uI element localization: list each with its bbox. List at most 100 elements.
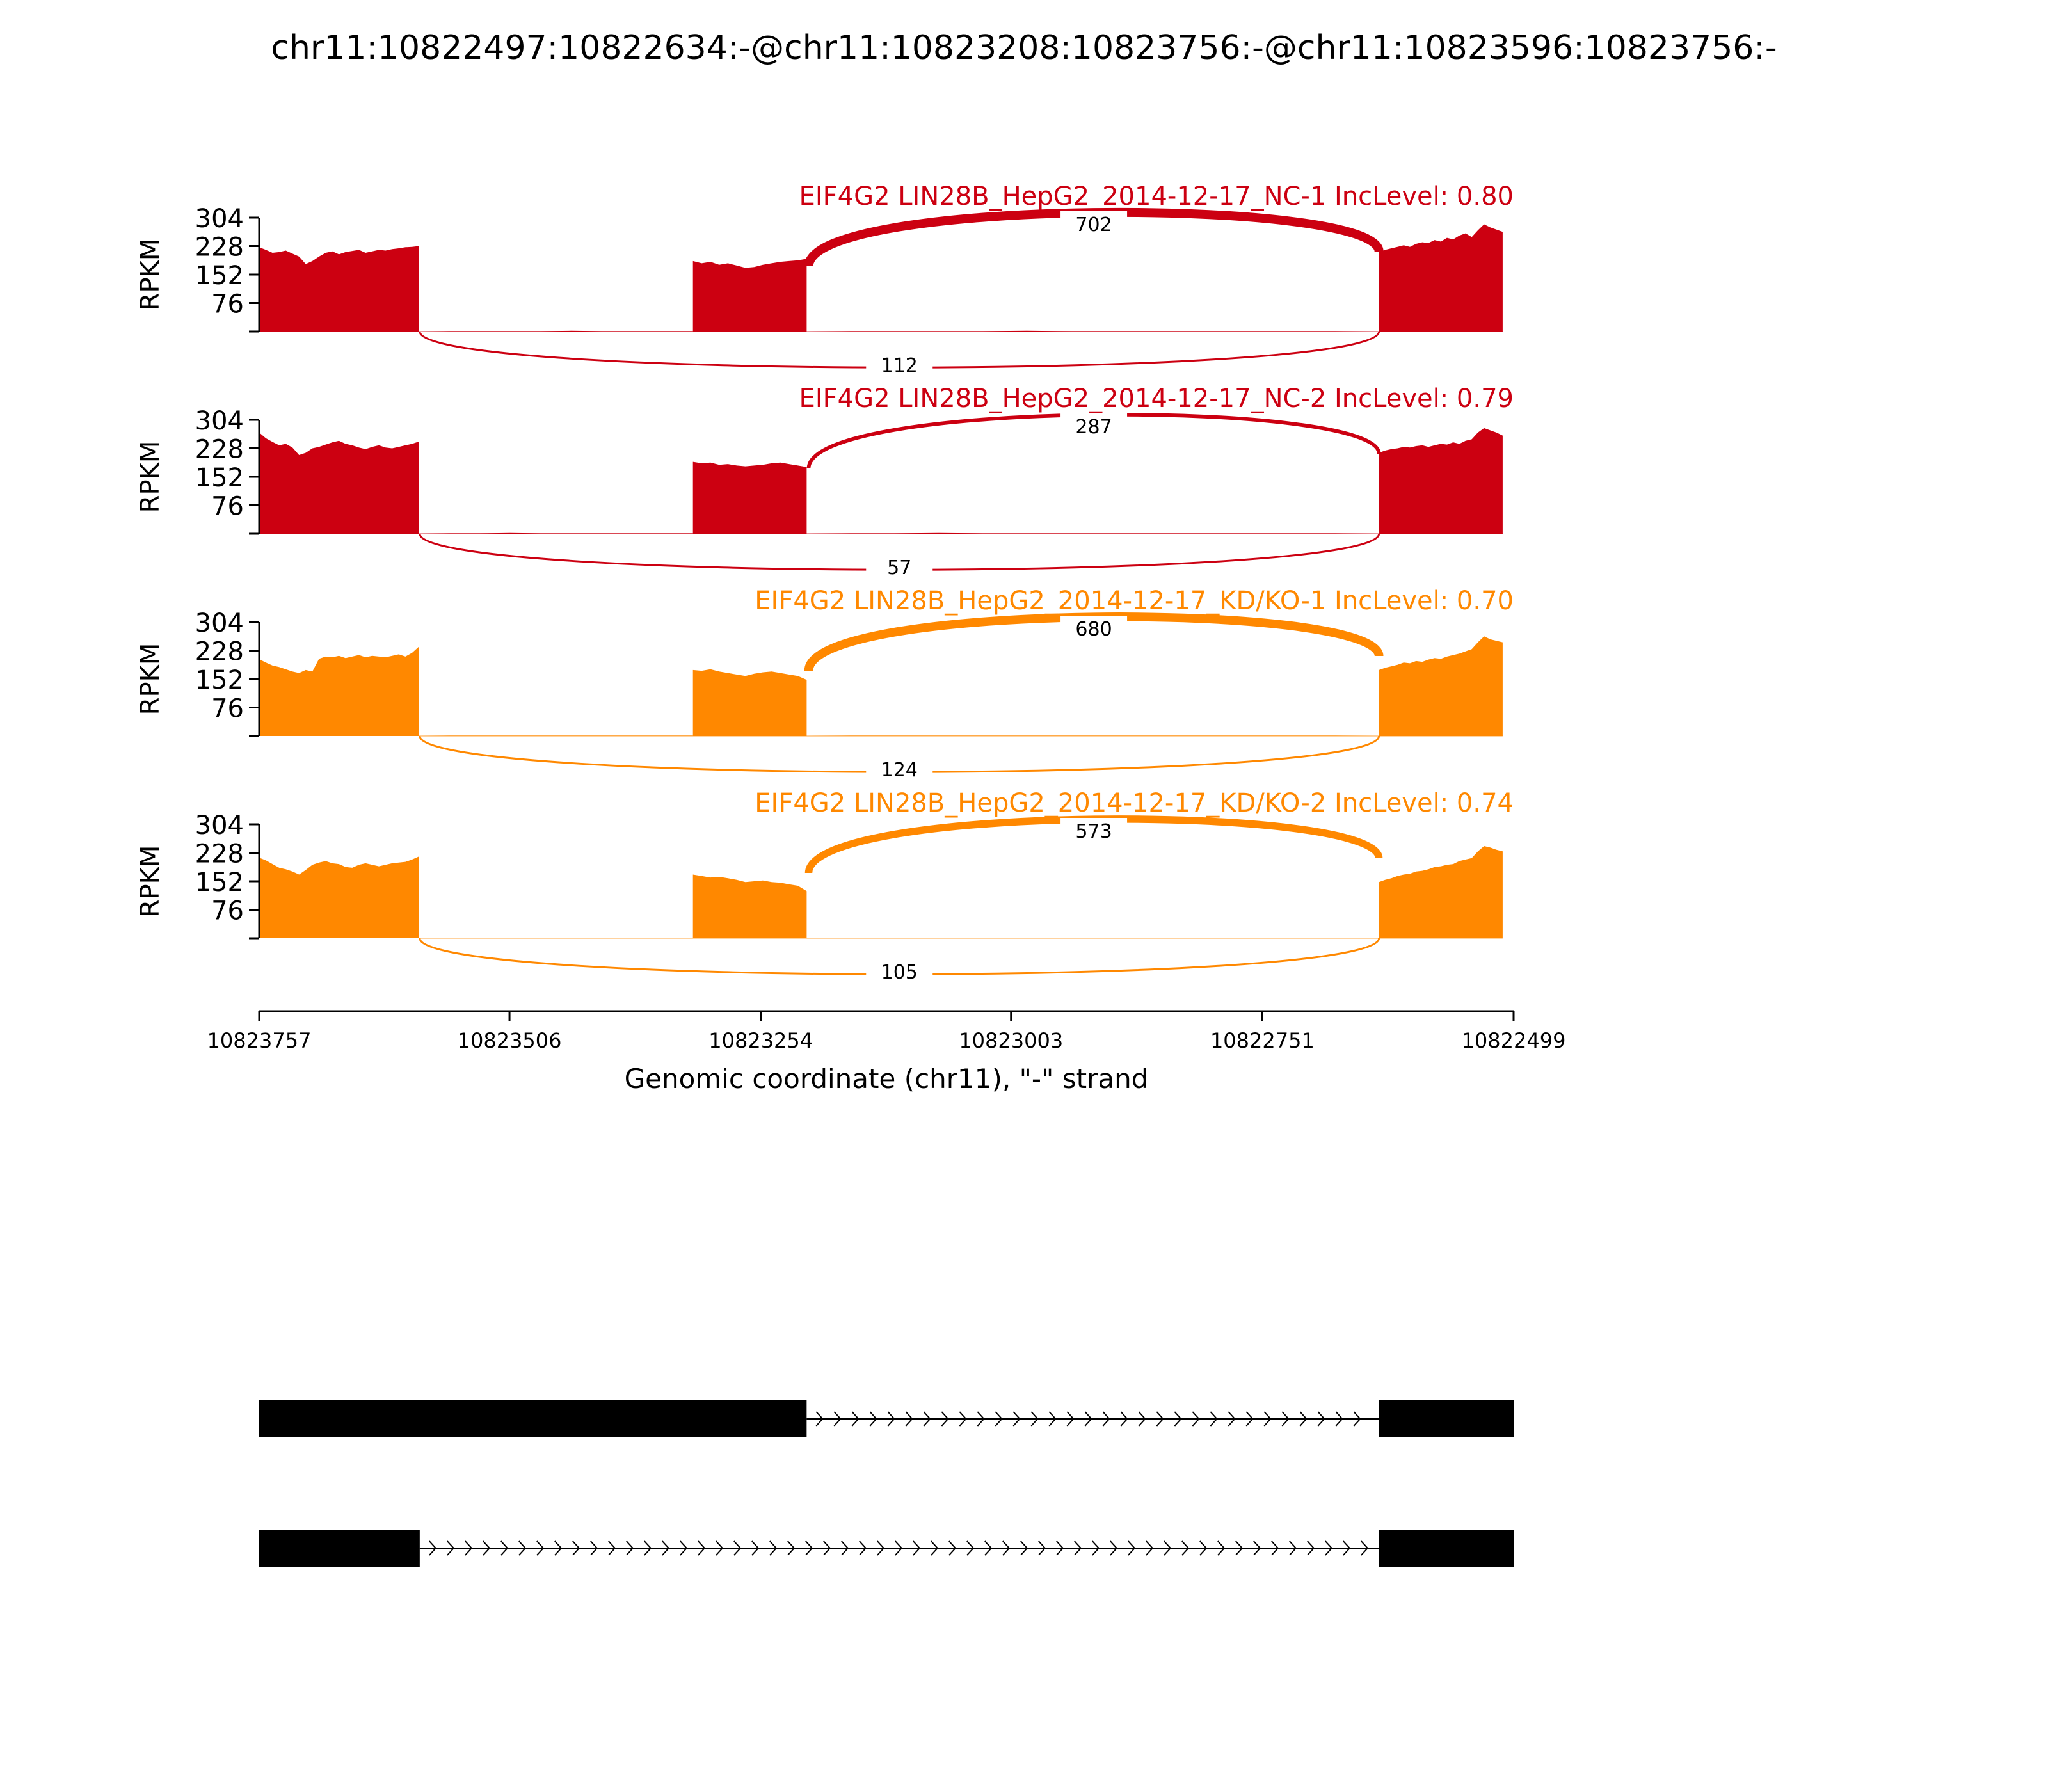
strand-arrow — [536, 1540, 545, 1556]
x-tick-label: 10822751 — [1210, 1028, 1315, 1053]
y-tick-label: 76 — [211, 492, 244, 522]
strand-arrow — [984, 1540, 993, 1556]
y-axis-label: RPKM — [136, 845, 165, 918]
strand-arrow — [1299, 1411, 1308, 1427]
y-tick-label: 228 — [195, 435, 244, 465]
exon-block — [1379, 1530, 1514, 1567]
y-axis-label: RPKM — [136, 643, 165, 716]
strand-arrow — [1289, 1540, 1297, 1556]
y-tick-label: 76 — [211, 290, 244, 319]
y-tick-label: 304 — [195, 204, 244, 234]
strand-arrow — [698, 1540, 706, 1556]
strand-arrow — [1120, 1411, 1128, 1427]
strand-arrow — [1084, 1411, 1092, 1427]
strand-arrow — [1199, 1540, 1208, 1556]
junction-count: 124 — [881, 759, 918, 781]
x-tick-label: 10823254 — [708, 1028, 813, 1053]
coverage-area — [692, 461, 807, 534]
coverage-area — [692, 259, 807, 332]
strand-arrow — [887, 1411, 895, 1427]
strand-arrow — [1181, 1540, 1190, 1556]
strand-arrow — [1192, 1411, 1200, 1427]
strand-arrow — [751, 1540, 760, 1556]
strand-arrow — [1317, 1411, 1325, 1427]
strand-arrow — [948, 1540, 957, 1556]
strand-arrow — [1353, 1411, 1361, 1427]
strand-arrow — [572, 1540, 580, 1556]
track-label: EIF4G2 LIN28B_HepG2_2014-12-17_NC-1 IncL… — [799, 182, 1514, 211]
strand-arrow — [931, 1540, 939, 1556]
strand-arrow — [1146, 1540, 1154, 1556]
junction-label-bg — [866, 959, 933, 984]
x-tick-label: 10823506 — [458, 1028, 562, 1053]
strand-arrow — [959, 1411, 967, 1427]
junction-label-bg — [866, 554, 933, 580]
strand-arrow — [1235, 1540, 1244, 1556]
junction-label-bg — [1060, 413, 1128, 439]
strand-arrow — [1020, 1540, 1028, 1556]
strand-arrow — [1245, 1411, 1254, 1427]
strand-arrow — [1343, 1540, 1351, 1556]
y-tick-label: 228 — [195, 840, 244, 869]
coverage-area — [1379, 636, 1503, 736]
coverage-area — [259, 246, 419, 332]
strand-arrow — [429, 1540, 437, 1556]
strand-arrow — [1210, 1411, 1218, 1427]
strand-arrow — [733, 1540, 742, 1556]
strand-arrow — [913, 1540, 921, 1556]
junction-count: 287 — [1075, 416, 1112, 438]
strand-arrow — [977, 1411, 985, 1427]
x-tick-label: 10822499 — [1462, 1028, 1566, 1053]
strand-arrow — [769, 1540, 778, 1556]
strand-arrow — [1074, 1540, 1082, 1556]
strand-arrow — [895, 1540, 903, 1556]
y-tick-label: 228 — [195, 233, 244, 262]
junction-count: 680 — [1075, 618, 1112, 641]
strand-arrow — [1102, 1411, 1110, 1427]
strand-arrow — [1030, 1411, 1039, 1427]
coverage-area — [692, 874, 807, 938]
coverage-area — [259, 646, 419, 736]
strand-arrow — [447, 1540, 455, 1556]
junction-label-bg — [1060, 616, 1128, 641]
y-tick-label: 152 — [195, 261, 244, 291]
strand-arrow — [869, 1411, 877, 1427]
strand-arrow — [1174, 1411, 1182, 1427]
strand-arrow — [644, 1540, 652, 1556]
junction-above: 287 — [806, 413, 1381, 469]
strand-arrow — [1048, 1411, 1057, 1427]
coverage-area — [259, 432, 419, 534]
strand-arrow — [554, 1540, 563, 1556]
y-tick-label: 76 — [211, 694, 244, 724]
y-axis-label: RPKM — [136, 441, 165, 513]
strand-arrow — [500, 1540, 509, 1556]
junction-count: 702 — [1075, 214, 1112, 236]
strand-arrow — [1056, 1540, 1064, 1556]
junction-count: 112 — [881, 355, 918, 377]
strand-arrow — [966, 1540, 975, 1556]
strand-arrow — [1156, 1411, 1164, 1427]
junction-above: 680 — [804, 612, 1384, 672]
strand-arrow — [815, 1411, 824, 1427]
junction-label-bg — [866, 352, 933, 378]
junction-label-bg — [1060, 211, 1128, 237]
strand-arrow — [1164, 1540, 1172, 1556]
y-tick-label: 152 — [195, 666, 244, 695]
strand-arrow — [1012, 1411, 1021, 1427]
strand-arrow — [465, 1540, 473, 1556]
exon-block — [259, 1530, 420, 1567]
junction-count: 573 — [1075, 820, 1112, 843]
y-axis-label: RPKM — [136, 239, 165, 311]
strand-arrow — [483, 1540, 491, 1556]
strand-arrow — [626, 1540, 634, 1556]
track-label: EIF4G2 LIN28B_HepG2_2014-12-17_KD/KO-2 I… — [755, 788, 1514, 818]
strand-arrow — [1138, 1411, 1146, 1427]
junction-below: 112 — [419, 331, 1380, 378]
coverage-area — [1379, 224, 1503, 332]
strand-arrow — [680, 1540, 688, 1556]
strand-arrow — [518, 1540, 527, 1556]
